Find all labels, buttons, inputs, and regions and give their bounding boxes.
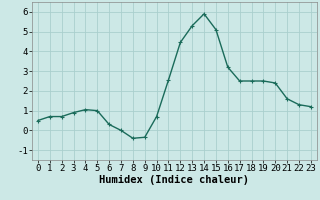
X-axis label: Humidex (Indice chaleur): Humidex (Indice chaleur) [100,175,249,185]
